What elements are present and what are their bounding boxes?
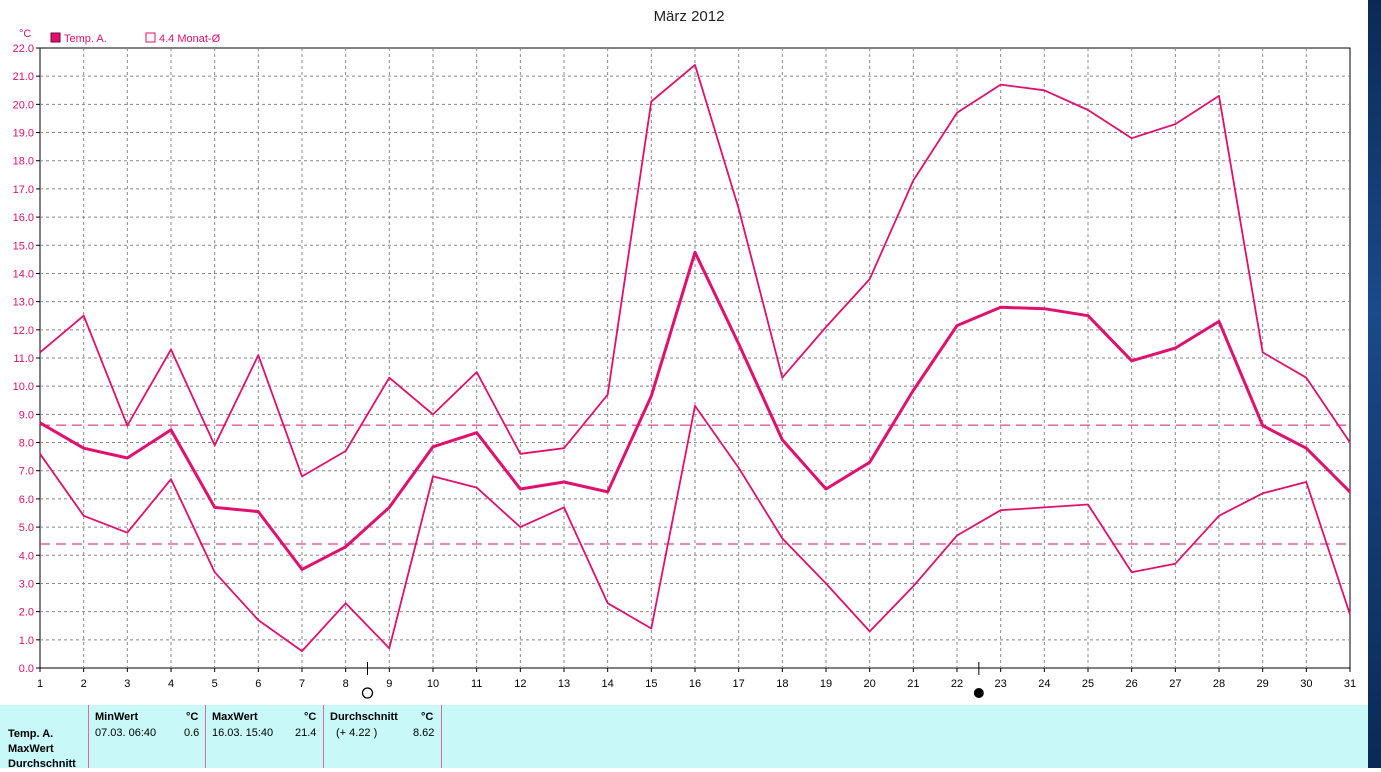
series-group — [39, 64, 1352, 652]
x-tick-label: 13 — [558, 678, 570, 690]
max-value: 21.4 — [295, 727, 317, 739]
x-tick-label: 12 — [514, 678, 526, 690]
y-tick-label: 17.0 — [13, 184, 34, 196]
x-tick-label: 28 — [1213, 678, 1225, 690]
y-tick-label: 21.0 — [13, 71, 34, 83]
stats-panel: Temp. A. MaxWert Durchschnitt MinWert °C… — [0, 705, 1368, 770]
x-tick-label: 8 — [343, 678, 349, 690]
y-tick-label: 3.0 — [19, 578, 34, 590]
x-tick-label: 30 — [1300, 678, 1312, 690]
full-moon-icon — [361, 687, 374, 699]
x-tick-label: 9 — [386, 678, 392, 690]
legend-avg-label: 4.4 Monat-Ø — [159, 33, 221, 45]
x-tick-label: 16 — [689, 678, 701, 690]
x-tick-label: 18 — [776, 678, 788, 690]
max-unit: °C — [304, 711, 317, 723]
min-column: MinWert °C 07.03. 06:40 0.6 — [88, 705, 205, 768]
y-tick-label: 15.0 — [13, 240, 34, 252]
x-tick-label: 29 — [1257, 678, 1269, 690]
x-tick-label: 1 — [37, 678, 43, 690]
y-tick-label: 18.0 — [13, 156, 34, 168]
max-date: 16.03. 15:40 — [212, 727, 274, 739]
x-tick-label: 27 — [1169, 678, 1181, 690]
y-tick-label: 0.0 — [19, 663, 34, 675]
y-tick-label: 19.0 — [13, 128, 34, 140]
x-tick-label: 22 — [951, 678, 963, 690]
x-axis: 1 2 3 4 5 6 7 8 9 10 11 12 13 14 15 16 17 18 19 20 21 22 23 24 2… — [37, 668, 1356, 690]
x-tick-label: 2 — [81, 678, 87, 690]
x-tick-label: 20 — [864, 678, 876, 690]
y-unit-label: °C — [19, 28, 31, 40]
x-tick-label: 26 — [1126, 678, 1138, 690]
avg-column: Durchschnitt °C (+ 4.22 ) 8.62 — [323, 705, 442, 768]
new-moon-icon — [973, 688, 984, 698]
legend-series-label: Temp. A. — [64, 33, 107, 45]
x-tick-label: 25 — [1082, 678, 1094, 690]
x-tick-label: 7 — [299, 678, 305, 690]
y-tick-label: 8.0 — [19, 438, 34, 450]
row-label-avg: Durchschnitt — [8, 758, 76, 770]
y-tick-label: 9.0 — [19, 409, 34, 421]
y-tick-label: 7.0 — [19, 466, 34, 478]
legend-swatch-series — [50, 32, 61, 43]
min-date: 07.03. 06:40 — [95, 727, 157, 739]
x-tick-label: 19 — [820, 678, 832, 690]
x-tick-label: 17 — [733, 678, 745, 690]
series-line-mean — [39, 250, 1352, 571]
grid — [39, 47, 1351, 669]
y-tick-label: 16.0 — [13, 212, 34, 224]
max-header: MaxWert — [212, 711, 258, 723]
avg-header: Durchschnitt — [330, 711, 398, 723]
window-edge — [1368, 0, 1381, 768]
row-label-max: MaxWert — [8, 743, 54, 755]
y-tick-label: 12.0 — [13, 325, 34, 337]
min-value: 0.6 — [184, 727, 200, 739]
chart-title: März 2012 — [654, 8, 725, 25]
y-tick-label: 6.0 — [19, 494, 34, 506]
y-tick-label: 14.0 — [13, 268, 34, 280]
chart-canvas: März 2012 °C Temp. A. 4.4 Monat-Ø 0.0 1.0… — [13, 8, 1356, 699]
avg-unit: °C — [421, 711, 434, 723]
x-tick-label: 10 — [427, 678, 439, 690]
x-tick-label: 31 — [1344, 678, 1356, 690]
x-tick-label: 15 — [645, 678, 657, 690]
y-tick-label: 10.0 — [13, 381, 34, 393]
row-label-series: Temp. A. — [8, 728, 54, 740]
series-line-max — [39, 64, 1351, 478]
x-tick-label: 4 — [168, 678, 174, 690]
x-tick-label: 14 — [602, 678, 614, 690]
y-tick-label: 5.0 — [19, 522, 34, 534]
avg-value: 8.62 — [413, 727, 435, 739]
y-tick-label: 1.0 — [19, 635, 34, 647]
x-tick-label: 23 — [995, 678, 1007, 690]
y-tick-label: 22.0 — [13, 43, 34, 55]
y-tick-label: 2.0 — [19, 607, 34, 619]
series-line-min — [39, 404, 1351, 652]
x-tick-label: 11 — [471, 678, 482, 690]
stats-row-labels: Temp. A. MaxWert Durchschnitt — [8, 727, 76, 772]
x-tick-label: 24 — [1038, 678, 1050, 690]
y-tick-label: 4.0 — [19, 550, 34, 562]
x-tick-label: 3 — [124, 678, 130, 690]
max-column: MaxWert °C 16.03. 15:40 21.4 — [205, 705, 322, 768]
avg-delta: (+ 4.22 ) — [336, 727, 378, 739]
legend-swatch-avg — [145, 32, 156, 43]
x-tick-label: 5 — [212, 678, 218, 690]
y-tick-label: 20.0 — [13, 99, 34, 111]
min-unit: °C — [186, 711, 199, 723]
y-tick-label: 13.0 — [13, 297, 34, 309]
y-axis: 0.0 1.0 2.0 3.0 4.0 5.0 6.0 7.0 8.0 9.0 10.0 11.0 12… — [13, 43, 40, 675]
moon-markers — [361, 662, 984, 699]
x-tick-label: 21 — [907, 678, 919, 690]
reference-lines — [40, 424, 1350, 545]
y-tick-label: 11.0 — [13, 353, 34, 365]
x-tick-label: 6 — [255, 678, 261, 690]
min-header: MinWert — [95, 711, 139, 723]
